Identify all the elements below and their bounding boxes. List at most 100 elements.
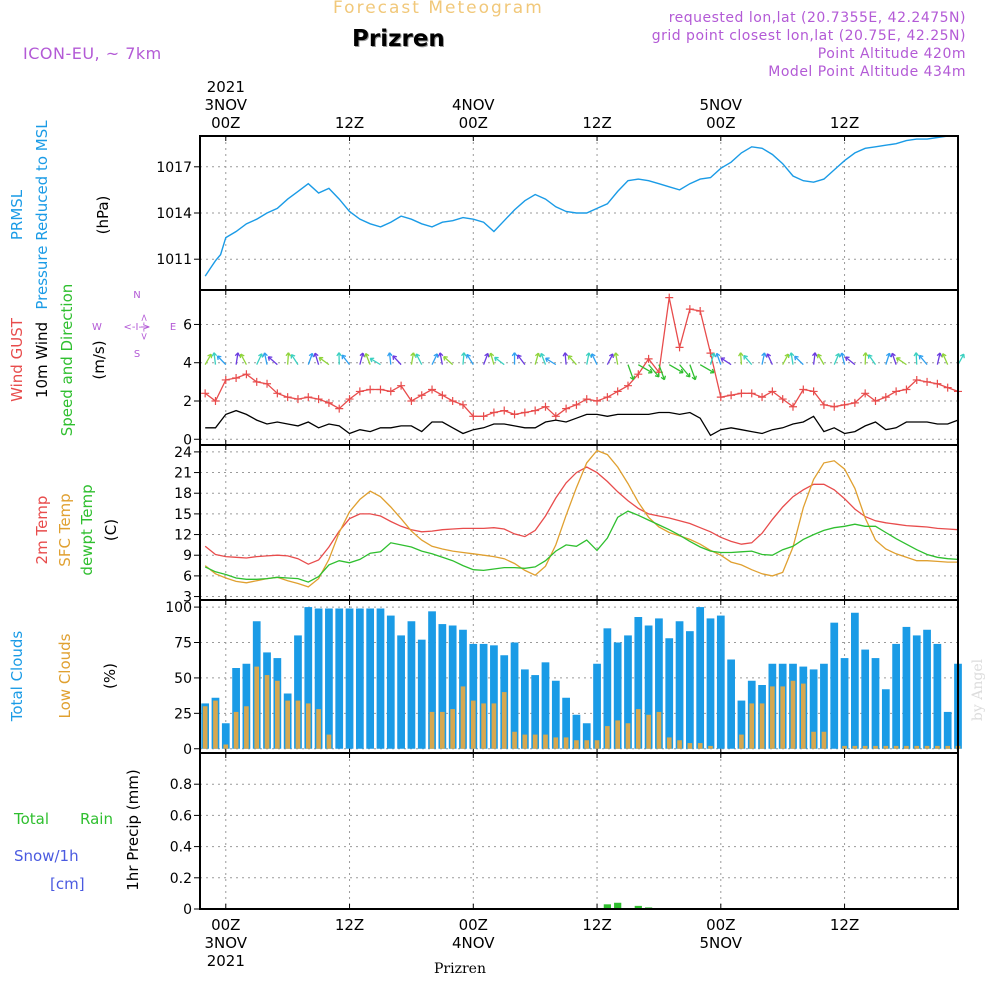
low-cloud-bar — [759, 703, 765, 749]
location-title: Prizren — [352, 26, 445, 52]
wind-arrow-head — [494, 356, 499, 362]
gust-marker — [902, 385, 911, 394]
y-tick-label: 1017 — [156, 160, 192, 176]
gust-marker — [778, 395, 787, 404]
time-label-top: 2021 — [207, 78, 245, 96]
low-cloud-bar — [522, 734, 528, 749]
wind-arrow — [567, 355, 577, 366]
gust-marker — [500, 406, 509, 415]
wind-arrow — [913, 352, 920, 365]
wind-arrow-head — [415, 353, 421, 359]
wind-arrow — [359, 352, 365, 365]
low-cloud-bar — [800, 683, 806, 749]
low-cloud-bar — [275, 680, 280, 749]
wind-arrow — [844, 356, 856, 366]
wind-arrow — [715, 352, 722, 365]
10m-wind-line — [205, 409, 959, 437]
wind-arrow-head — [308, 352, 315, 358]
wind-arrow — [239, 353, 247, 365]
low-cloud-bar — [904, 745, 909, 749]
wind-arrow-shaft — [365, 353, 371, 365]
clouds-label: Total Clouds — [8, 631, 26, 723]
gust-marker — [747, 389, 756, 398]
y-tick-label: 3 — [183, 590, 192, 606]
y-tick-label: 100 — [165, 600, 192, 616]
wind-arrow — [488, 352, 495, 365]
low-cloud-bar — [326, 734, 332, 749]
wind-arrow — [387, 352, 393, 365]
total-cloud-bar — [582, 723, 591, 749]
gust-marker — [840, 400, 849, 409]
time-label-bottom: 2021 — [207, 952, 245, 970]
wind-arrow — [885, 352, 892, 365]
wind-arrow-shaft — [614, 352, 619, 365]
y-tick-label: 1014 — [156, 206, 192, 222]
wind-arrow-shaft — [431, 353, 438, 365]
gust-marker — [582, 395, 591, 404]
wind-arrow — [590, 353, 598, 365]
compass-vertical: <-I-> — [138, 314, 149, 341]
total-cloud-bar — [912, 635, 921, 749]
wind-arrow-head — [590, 353, 596, 358]
y-tick-label: 9 — [183, 548, 192, 564]
wind-arrow-head — [691, 375, 697, 381]
wind-arrow — [936, 352, 943, 365]
wind-arrow-shaft — [794, 355, 804, 366]
gust-marker — [407, 396, 416, 405]
wind-arrow-head — [613, 352, 619, 357]
low-cloud-bar — [635, 709, 641, 749]
wind-arrow-head — [211, 352, 218, 357]
wind-label: 10m Wind — [33, 322, 51, 398]
wind-arrow-shaft — [204, 353, 212, 365]
wind-arrow — [689, 364, 697, 381]
wind-frame — [199, 289, 959, 446]
total-cloud-bar — [520, 669, 529, 749]
wind-arrow-head — [267, 356, 273, 361]
gust-marker — [830, 402, 839, 411]
gust-marker — [871, 396, 880, 405]
wind-arrow — [307, 352, 315, 365]
wind-arrow — [431, 353, 439, 365]
wind-arrow — [895, 357, 907, 366]
y-tick-label: 21 — [174, 466, 192, 482]
wind-arrow-shaft — [591, 353, 598, 365]
wind-arrow — [627, 364, 636, 381]
wind-arrow-head — [761, 352, 767, 357]
gust-marker — [211, 396, 220, 405]
point-altitude: Point Altitude 420m — [817, 46, 966, 62]
gust-marker — [881, 393, 890, 402]
y-tick-label: 0.2 — [170, 871, 192, 887]
total-cloud-bar — [706, 618, 715, 749]
wind-arrow-shaft — [517, 354, 526, 366]
low-cloud-bar — [563, 737, 569, 749]
total-cloud-bar — [469, 643, 478, 749]
wind-arrow-shaft — [845, 356, 856, 366]
total-cloud-bar — [314, 608, 323, 749]
low-cloud-bar — [935, 745, 940, 749]
y-tick-label: 6 — [183, 317, 192, 333]
total-cloud-bar — [613, 642, 622, 749]
wind-arrow-head — [709, 368, 715, 374]
wind-arrow-shaft — [318, 357, 330, 366]
total-cloud-bar — [479, 643, 488, 749]
wind-arrow-head — [369, 357, 375, 363]
wind-arrow-shaft — [627, 364, 635, 380]
gust-marker — [634, 370, 643, 379]
wind-arrow-head — [443, 355, 448, 361]
total-cloud-bar — [232, 668, 240, 749]
y-tick-label: 24 — [174, 445, 192, 461]
wind-arrow — [511, 352, 518, 365]
low-cloud-bar — [440, 711, 445, 749]
wind-arrow-head — [511, 352, 518, 357]
wind-arrow-shaft — [489, 352, 495, 365]
time-label-bottom: 12Z — [335, 916, 364, 934]
wind-arrow-head — [862, 352, 869, 357]
low-cloud-bar — [666, 737, 672, 749]
wind-arrow-head — [660, 375, 667, 381]
low-cloud-bar — [429, 711, 435, 749]
low-cloud-bar — [739, 734, 744, 749]
wind-arrow — [545, 357, 557, 366]
wind-arrow-head — [941, 353, 947, 358]
gust-marker — [613, 387, 622, 396]
gust-marker — [572, 400, 581, 409]
